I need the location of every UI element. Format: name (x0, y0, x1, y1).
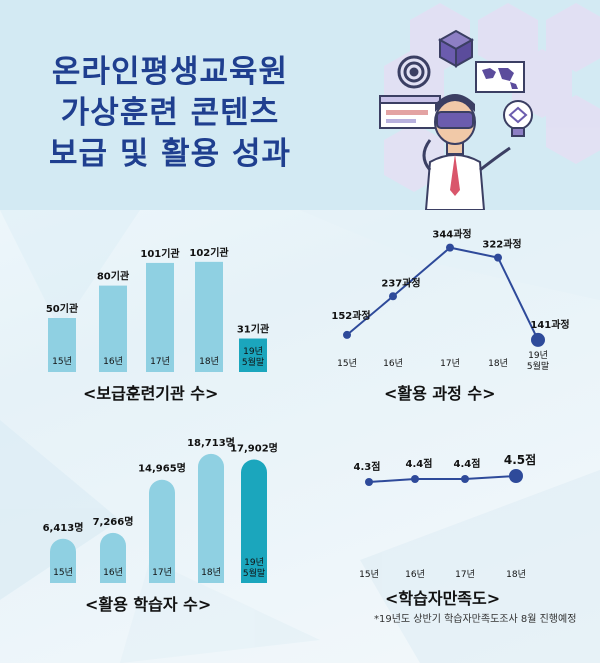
line-category-label: 18년 (488, 358, 508, 369)
point-value-label: 4.4점 (454, 458, 481, 470)
bar-category-label: 18년 (201, 567, 221, 578)
target-icon (397, 55, 431, 89)
data-point (411, 475, 419, 483)
bar-category-label: 15년 (52, 356, 72, 367)
bar-value-label: 6,413명 (43, 521, 84, 534)
bar-value-label: 50기관 (46, 302, 79, 315)
bar-value-label: 102기관 (189, 246, 229, 259)
chart-learners: 6,413명 15년 7,266명 16년 14,965명 17년 18,713명 18년 17… (43, 436, 278, 583)
bar-base (100, 570, 126, 583)
caption-courses: <활용 과정 수> (384, 384, 496, 403)
caption-institutions: <보급훈련기관 수> (83, 384, 219, 403)
bar-value-label: 18,713명 (187, 436, 235, 449)
caption-learners: <활용 학습자 수> (85, 595, 212, 614)
bar (146, 262, 174, 372)
point-value-label: 141과정 (530, 318, 569, 331)
data-point (365, 478, 373, 486)
line-category-label: 17년 (455, 569, 475, 580)
vr-illustration (379, 29, 533, 210)
footnote: *19년도 상반기 학습자만족도조사 8월 진행예정 (374, 614, 577, 625)
bar-category-label: 19년 (243, 346, 263, 357)
point-value-label: 4.5점 (504, 452, 536, 467)
bar (149, 479, 175, 583)
bar-value-label: 14,965명 (138, 462, 186, 475)
data-point (509, 469, 523, 483)
bar-category-label: 19년 (244, 557, 264, 568)
caption-satisfaction: <학습자만족도> (385, 589, 501, 608)
data-point (494, 253, 502, 262)
chart-courses: 152과정 15년 237과정 16년 344과정 17년 322과정 18년 141과정 19년… (331, 228, 569, 372)
bar (241, 459, 267, 583)
bar-category-label: 18년 (199, 356, 219, 367)
line-category-label: 15년 (337, 358, 357, 369)
bar-category-label: 15년 (53, 567, 73, 578)
bar-value-label: 7,266명 (93, 515, 134, 528)
vr-headset-person-icon (422, 94, 511, 210)
bar-category-label: 5월말 (243, 567, 265, 579)
background-polygons (0, 210, 600, 663)
data-point (531, 332, 545, 347)
cube-icon (437, 29, 475, 68)
bar-value-label: 17,902명 (230, 441, 278, 454)
bar-base (241, 570, 267, 583)
bar-value-label: 31기관 (237, 323, 270, 336)
point-value-label: 4.4점 (406, 458, 433, 470)
point-value-label: 152과정 (331, 309, 370, 322)
bar-value-label: 80기관 (97, 270, 130, 283)
bar-base (198, 570, 224, 583)
line-category-label: 18년 (506, 569, 526, 580)
bar-category-label: 5월말 (242, 356, 264, 368)
line-category-label: 16년 (383, 358, 403, 369)
header-banner: 온라인평생교육원 가상훈련 콘텐츠 보급 및 활용 성과 (0, 0, 600, 210)
bar-category-label: 16년 (103, 356, 123, 367)
point-value-label: 322과정 (482, 238, 521, 251)
bar (198, 453, 224, 583)
bar-category-label: 16년 (103, 567, 123, 578)
chart-satisfaction: 4.3점 15년 4.4점 16년 4.4점 17년 4.5점 18년 (354, 452, 537, 580)
bar-base (50, 570, 76, 583)
bar-base (149, 570, 175, 583)
series-line (368, 475, 517, 483)
line-category-label: 16년 (405, 569, 425, 580)
bar (239, 338, 267, 372)
title-line-3: 보급 및 활용 성과 (48, 136, 292, 172)
lightbulb-icon (503, 100, 533, 137)
bar-category-label: 17년 (152, 567, 172, 578)
bar (99, 285, 127, 372)
line-category-label: 17년 (440, 358, 460, 369)
bar-category-label: 17년 (150, 356, 170, 367)
point-value-label: 237과정 (381, 276, 420, 289)
data-point (461, 475, 469, 483)
world-map-icon (475, 61, 525, 93)
point-value-label: 4.3점 (354, 461, 381, 473)
title-line-1: 온라인평생교육원 (51, 54, 289, 90)
bar-value-label: 101기관 (140, 247, 180, 260)
data-point (389, 292, 397, 301)
line-category-label: 19년 (528, 350, 548, 361)
data-point (343, 330, 351, 339)
bar (195, 261, 223, 372)
data-point (446, 243, 454, 252)
title-line-2: 가상훈련 콘텐츠 (60, 95, 280, 131)
bar (48, 318, 76, 372)
browser-window-icon (379, 95, 441, 129)
line-category-label: 5월말 (527, 360, 549, 372)
point-value-label: 344과정 (432, 228, 471, 241)
line-category-label: 15년 (359, 569, 379, 580)
